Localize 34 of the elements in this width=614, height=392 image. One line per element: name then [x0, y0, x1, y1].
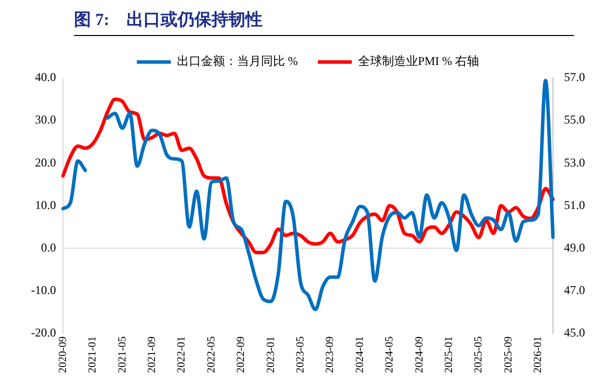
y2-tick-label: 49.0 — [564, 240, 585, 254]
y2-tick-label: 51.0 — [564, 198, 585, 212]
x-tick-label: 2023-01 — [264, 336, 277, 374]
x-tick-label: 2024-05 — [384, 336, 396, 374]
x-tick-label: 2020-09 — [56, 336, 69, 374]
y2-tick-label: 45.0 — [564, 325, 585, 340]
x-tick-label: 2021-05 — [116, 336, 128, 374]
x-tick-label: 2022-09 — [235, 336, 248, 374]
x-tick-label: 2025-05 — [472, 336, 485, 374]
x-tick-label: 2021-01 — [86, 336, 99, 374]
y-tick-label: 30.0 — [34, 112, 56, 127]
y-tick-label: 0.0 — [40, 240, 56, 254]
x-tick-label: 2025-01 — [442, 336, 455, 374]
x-tick-label: 2023-05 — [294, 336, 306, 374]
y2-tick-label: 53.0 — [564, 155, 585, 170]
x-tick-label: 2026-01 — [532, 336, 544, 374]
y-tick-label: -20.0 — [30, 325, 56, 340]
x-tick-label: 2022-05 — [205, 336, 218, 374]
x-tick-label: 2024-01 — [354, 336, 366, 374]
legend-label: 全球制造业PMI % 右轴 — [358, 54, 480, 68]
y2-tick-label: 57.0 — [564, 70, 585, 84]
x-tick-label: 2022-01 — [176, 336, 188, 374]
y2-tick-label: 47.0 — [564, 282, 585, 297]
x-tick-label: 2023-09 — [324, 336, 336, 374]
y-tick-label: 40.0 — [34, 70, 56, 84]
x-tick-label: 2025-09 — [502, 336, 514, 374]
y-tick-label: -10.0 — [30, 282, 56, 297]
y-tick-label: 20.0 — [34, 155, 56, 170]
y-tick-label: 10.0 — [34, 198, 56, 212]
chart-title: 图 7: 出口或仍保持韧性 — [74, 8, 574, 36]
y2-tick-label: 55.0 — [564, 112, 585, 127]
x-tick-label: 2024-09 — [413, 336, 426, 374]
legend-label: 出口金额：当月同比 % — [176, 54, 298, 68]
x-tick-label: 2021-09 — [146, 336, 158, 374]
